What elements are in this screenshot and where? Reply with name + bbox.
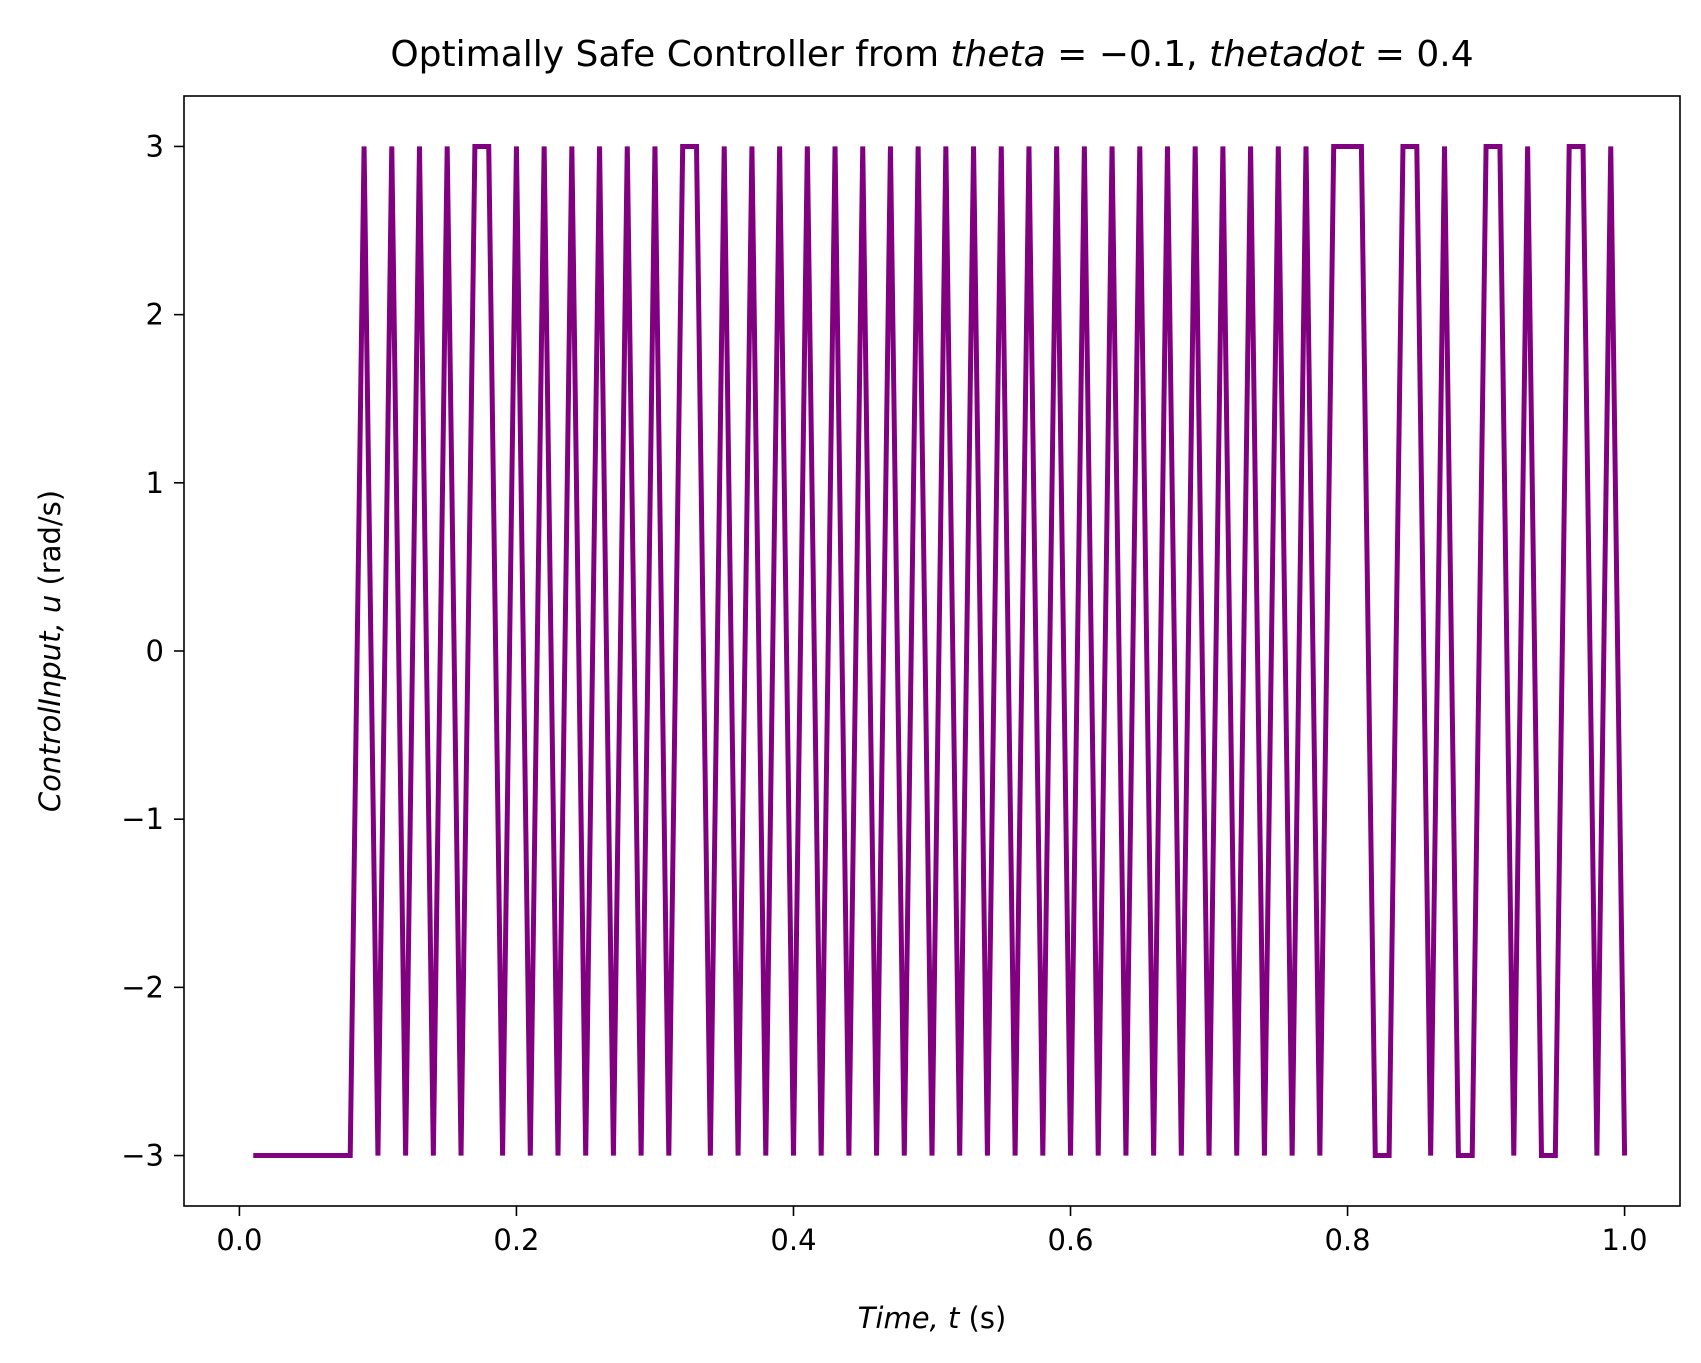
y-axis-label-unit: (rad/s) <box>33 490 67 595</box>
x-tick-label: 0.4 <box>770 1223 816 1257</box>
x-axis-label-var: Time, t <box>858 1301 961 1335</box>
series-line-0 <box>253 143 1628 1159</box>
y-tick-label: 1 <box>146 466 164 500</box>
y-tick-label: 2 <box>146 298 164 332</box>
title-prefix: Optimally Safe Controller from <box>390 34 950 75</box>
ticks-layer: 0.0 0.2 0.4 0.6 0.8 1.0 −3 −2 −1 0 1 2 3 <box>121 129 1647 1257</box>
y-tick-label: −3 <box>121 1139 164 1173</box>
x-tick-label: 0.2 <box>493 1223 539 1257</box>
title-var-theta: theta <box>950 34 1045 75</box>
x-tick-label: 1.0 <box>1602 1223 1648 1257</box>
plot-frame <box>183 95 1681 1207</box>
y-tick-label: 3 <box>146 129 164 163</box>
x-tick-label: 0.0 <box>216 1223 262 1257</box>
x-tick-label: 0.8 <box>1324 1223 1370 1257</box>
y-axis-label-var: ControlInput, u <box>33 595 67 812</box>
y-tick-label: −1 <box>121 802 164 836</box>
y-axis-label: ControlInput, u (rad/s) <box>33 490 67 812</box>
series-layer <box>253 143 1628 1159</box>
y-tick-label: 0 <box>146 634 164 668</box>
y-tick-label: −2 <box>121 970 164 1004</box>
chart-title: Optimally Safe Controller from theta = −… <box>390 34 1473 75</box>
title-value-theta: = −0.1, <box>1046 34 1209 75</box>
title-value-thetadot: = 0.4 <box>1363 34 1473 75</box>
x-axis-label-unit: (s) <box>959 1301 1006 1335</box>
x-axis-label: Time, t (s) <box>858 1301 1007 1335</box>
x-tick-label: 0.6 <box>1047 1223 1093 1257</box>
title-var-thetadot: thetadot <box>1209 34 1365 75</box>
